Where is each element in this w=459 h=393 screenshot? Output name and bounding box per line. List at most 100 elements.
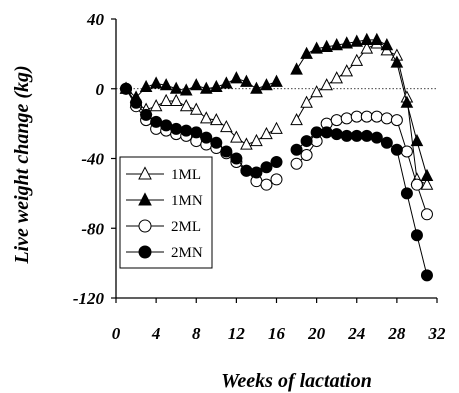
data-point xyxy=(180,124,193,137)
data-point xyxy=(410,178,423,191)
data-point xyxy=(390,143,403,156)
data-point xyxy=(390,114,403,127)
data-point xyxy=(290,113,303,126)
data-point xyxy=(159,78,173,91)
series-2MN xyxy=(120,82,433,282)
data-point xyxy=(250,81,263,94)
data-point xyxy=(390,55,404,68)
tick-labels: 40 0 -40 -80 -120 0 4 8 12 16 20 24 28 32 xyxy=(73,10,446,343)
data-point xyxy=(240,74,253,87)
data-point xyxy=(310,85,323,98)
y-tick-label: -80 xyxy=(81,219,104,238)
data-point xyxy=(240,164,253,177)
data-point xyxy=(410,133,424,147)
data-point xyxy=(169,93,183,106)
data-point xyxy=(190,126,203,139)
data-point xyxy=(240,137,253,150)
data-point xyxy=(189,78,203,91)
legend-label: 1MN xyxy=(171,193,203,209)
series-layer xyxy=(119,32,434,282)
data-point xyxy=(420,269,433,282)
data-point xyxy=(189,102,203,115)
data-point xyxy=(220,76,233,89)
y-axis-title: Live weight change (kg) xyxy=(11,65,33,264)
data-point xyxy=(320,78,333,91)
data-point xyxy=(330,38,344,51)
data-point xyxy=(290,157,303,170)
data-point xyxy=(300,95,313,108)
data-point xyxy=(320,126,333,139)
data-point xyxy=(220,145,233,158)
data-point xyxy=(149,99,163,112)
data-point xyxy=(400,187,413,200)
data-point xyxy=(380,38,394,51)
data-point xyxy=(370,32,384,45)
data-point xyxy=(410,229,423,242)
data-point xyxy=(380,112,393,125)
data-point xyxy=(310,126,323,139)
data-point xyxy=(220,119,233,133)
data-point xyxy=(260,78,273,91)
data-point xyxy=(340,112,353,125)
data-point xyxy=(169,81,183,94)
legend-label: 2ML xyxy=(171,219,201,235)
data-point xyxy=(250,133,263,147)
data-point xyxy=(340,64,354,77)
data-point xyxy=(199,81,213,94)
data-point xyxy=(270,121,283,134)
data-point xyxy=(200,131,213,144)
data-point xyxy=(360,129,373,142)
data-point xyxy=(230,130,243,143)
legend-marker xyxy=(138,219,152,233)
x-tick-label: 8 xyxy=(192,324,201,343)
data-point xyxy=(260,126,273,140)
y-tick-label: 40 xyxy=(86,10,105,29)
x-tick-label: 4 xyxy=(151,324,161,343)
data-point xyxy=(130,96,143,109)
data-point xyxy=(199,111,213,124)
x-tick-label: 24 xyxy=(347,324,365,343)
data-point xyxy=(380,136,393,149)
data-point xyxy=(230,71,243,84)
legend-box xyxy=(119,156,213,269)
legend-marker xyxy=(138,245,152,259)
data-point xyxy=(400,95,414,108)
legend: 1ML 1MN 2ML 2MN xyxy=(119,156,213,269)
data-point xyxy=(370,110,383,123)
data-point xyxy=(300,46,313,59)
data-point xyxy=(179,99,193,112)
data-point xyxy=(270,155,283,168)
series-1MN xyxy=(119,32,434,181)
y-tick-label: 0 xyxy=(96,80,105,99)
data-point xyxy=(270,74,283,87)
data-point xyxy=(140,108,153,121)
data-point xyxy=(340,36,354,49)
data-point xyxy=(170,122,183,135)
data-point xyxy=(370,131,383,144)
data-point xyxy=(420,177,434,190)
data-point xyxy=(340,129,353,142)
data-point xyxy=(350,110,363,123)
data-point xyxy=(260,178,273,191)
legend-label: 1ML xyxy=(171,167,201,183)
x-tick-label: 20 xyxy=(307,324,326,343)
x-tick-label: 32 xyxy=(428,324,447,343)
x-axis-title: Weeks of lactation xyxy=(221,370,372,392)
data-point xyxy=(250,166,263,179)
data-point xyxy=(150,115,163,128)
data-point xyxy=(160,119,173,132)
data-point xyxy=(209,113,223,126)
data-point xyxy=(179,83,193,96)
data-point xyxy=(290,143,303,156)
data-point xyxy=(350,53,364,66)
data-point xyxy=(360,110,373,123)
data-point xyxy=(350,129,363,142)
data-point xyxy=(159,93,173,106)
data-point xyxy=(360,41,374,54)
data-point xyxy=(209,79,223,93)
legend-marker xyxy=(138,166,152,180)
data-point xyxy=(360,32,374,45)
data-point xyxy=(330,128,343,141)
data-point xyxy=(400,145,413,158)
data-point xyxy=(210,136,223,149)
